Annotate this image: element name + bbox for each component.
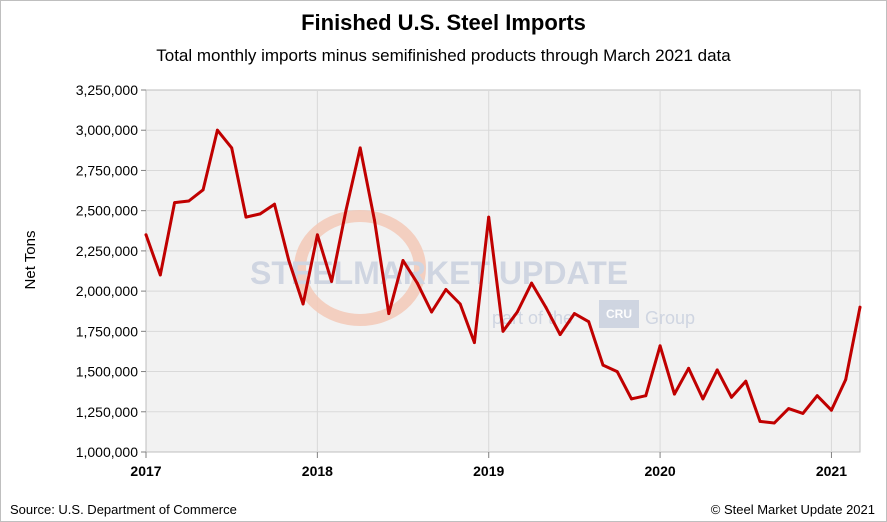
data-point	[744, 379, 748, 383]
chart-title: Finished U.S. Steel Imports	[301, 10, 586, 35]
watermark-partner-box	[599, 300, 639, 328]
y-tick-label: 3,250,000	[76, 82, 138, 98]
y-tick-label: 2,250,000	[76, 243, 138, 259]
data-point	[701, 397, 705, 401]
data-point	[573, 312, 576, 315]
chart-subtitle: Total monthly imports minus semifinished…	[156, 46, 731, 65]
data-point	[501, 329, 505, 333]
data-point	[316, 233, 319, 237]
data-point	[830, 408, 833, 412]
data-point	[458, 302, 462, 306]
data-point	[287, 259, 291, 262]
data-point	[230, 146, 234, 150]
data-point	[658, 344, 662, 348]
data-point	[301, 302, 305, 306]
data-point	[415, 281, 419, 285]
data-point	[858, 305, 862, 309]
x-tick-label: 2019	[473, 463, 504, 479]
data-point	[801, 412, 805, 415]
x-tick-label: 2017	[130, 463, 161, 479]
data-point	[187, 199, 191, 203]
data-point	[601, 363, 605, 367]
data-point	[487, 215, 491, 219]
y-tick-label: 1,250,000	[76, 404, 138, 420]
data-point	[730, 395, 733, 399]
y-tick-label: 1,000,000	[76, 444, 138, 460]
data-point	[615, 370, 619, 373]
data-point	[687, 366, 690, 370]
data-point	[644, 394, 648, 398]
data-point	[558, 333, 562, 336]
data-point	[787, 407, 790, 410]
data-point	[401, 259, 405, 262]
data-point	[630, 397, 633, 401]
data-point	[358, 146, 362, 150]
data-point	[758, 420, 762, 423]
x-tick-label: 2018	[302, 463, 333, 479]
data-point	[772, 421, 776, 425]
data-point	[344, 209, 348, 213]
data-point	[544, 305, 548, 309]
data-point	[173, 201, 177, 205]
series-layer	[144, 128, 862, 425]
data-point	[387, 312, 391, 315]
watermark-partner: CRU	[606, 307, 632, 321]
data-point	[587, 320, 591, 324]
copyright-note: © Steel Market Update 2021	[710, 502, 875, 517]
y-tick-label: 2,500,000	[76, 203, 138, 219]
source-note: Source: U.S. Department of Commerce	[10, 502, 237, 517]
data-point	[258, 212, 262, 216]
watermark-tagline: part of the	[492, 308, 573, 328]
x-axis-ticks: 2017 2018 2019 2020 2021	[130, 452, 847, 479]
watermark-group: Group	[645, 308, 695, 328]
data-point	[444, 288, 448, 291]
data-point	[330, 280, 333, 283]
y-axis-ticks: 1,000,000 1,250,000 1,500,000 1,750,000 2,00…	[76, 82, 146, 460]
watermark-swoosh	[294, 210, 426, 326]
data-point	[515, 310, 519, 314]
data-point	[273, 202, 276, 206]
y-tick-label: 2,750,000	[76, 162, 138, 178]
data-point	[201, 188, 205, 192]
x-tick-label: 2021	[816, 463, 847, 479]
data-point	[673, 392, 676, 396]
data-point	[244, 215, 248, 219]
data-point	[216, 128, 219, 132]
watermark: STEELMARKET UPDATE part of the CRU Group	[250, 210, 695, 328]
data-point	[473, 341, 476, 344]
x-tick-label: 2020	[645, 463, 676, 479]
data-point	[144, 233, 148, 237]
y-tick-label: 3,000,000	[76, 122, 138, 138]
data-point	[815, 394, 819, 398]
data-point	[158, 273, 162, 277]
plot-area	[145, 89, 861, 453]
data-point	[844, 378, 848, 381]
data-point	[530, 281, 533, 285]
data-point	[715, 368, 719, 372]
y-tick-label: 1,500,000	[76, 364, 138, 380]
data-point	[373, 218, 376, 222]
data-point	[430, 310, 433, 314]
y-tick-label: 1,750,000	[76, 323, 138, 339]
y-tick-label: 2,000,000	[76, 283, 138, 299]
